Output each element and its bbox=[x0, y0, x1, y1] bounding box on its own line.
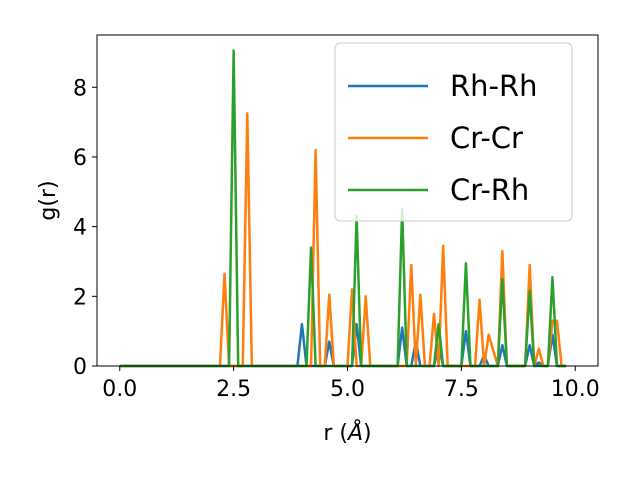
x-tick-label: 5.0 bbox=[330, 377, 365, 402]
y-axis-label: g(r) bbox=[36, 180, 61, 220]
legend-label: Rh-Rh bbox=[450, 69, 538, 103]
legend-box bbox=[334, 42, 573, 222]
y-tick-label: 8 bbox=[73, 76, 87, 101]
series-line-2 bbox=[119, 49, 567, 368]
y-tick-label: 4 bbox=[73, 216, 87, 241]
y-axis: 0 2 4 6 8 bbox=[73, 76, 97, 380]
x-axis-label: r (Å) bbox=[323, 419, 371, 446]
y-tick-label: 0 bbox=[73, 355, 87, 380]
x-tick-label: 7.5 bbox=[444, 377, 479, 402]
y-tick-label: 6 bbox=[73, 146, 87, 171]
legend-label: Cr-Rh bbox=[450, 173, 529, 207]
x-tick-label: 0.0 bbox=[102, 377, 137, 402]
x-axis-label-close: ) bbox=[363, 421, 372, 446]
legend-label: Cr-Cr bbox=[450, 121, 523, 155]
x-axis-label-unit: Å bbox=[346, 419, 363, 446]
x-tick-label: 2.5 bbox=[216, 377, 251, 402]
x-tick-label: 10.0 bbox=[551, 377, 600, 402]
y-tick-label: 2 bbox=[73, 285, 87, 310]
x-axis-label-text: r ( bbox=[323, 421, 348, 446]
x-axis: 0.0 2.5 5.0 7.5 10.0 bbox=[102, 366, 600, 402]
legend: Rh-Rh Cr-Cr Cr-Rh bbox=[334, 42, 573, 222]
